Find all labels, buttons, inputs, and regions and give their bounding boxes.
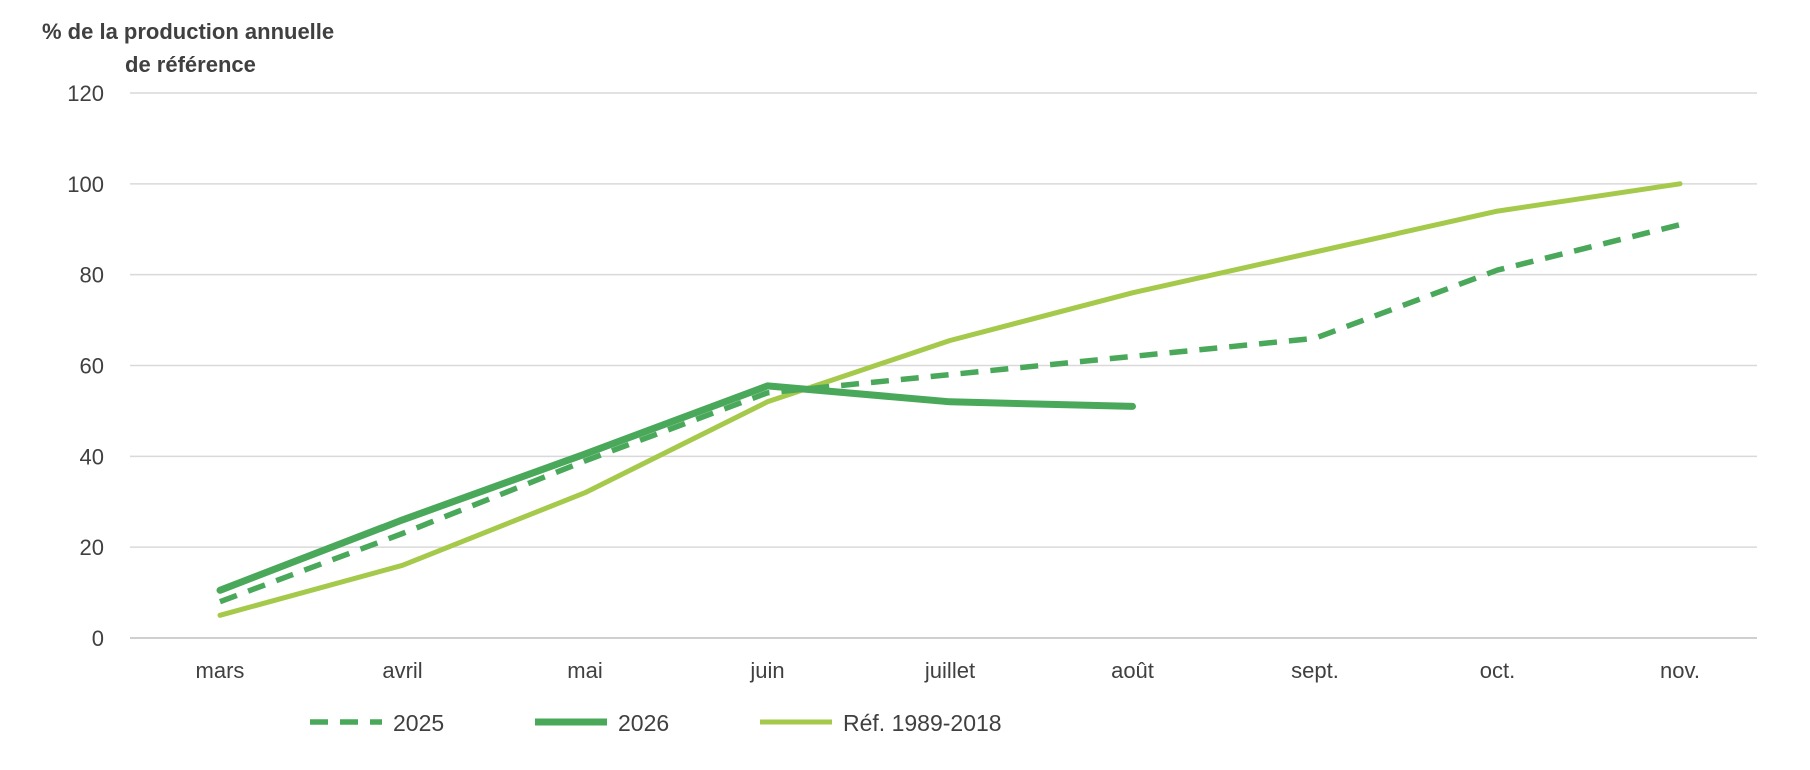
y-axis-label-line-1: % de la production annuelle	[42, 19, 334, 44]
series-line-2	[217, 181, 1683, 618]
legend: 2025 2026 Réf. 1989-2018	[310, 710, 1002, 736]
x-tick-label-0: mars	[196, 658, 245, 683]
legend-label-0: 2025	[393, 710, 444, 736]
legend-label-2: Réf. 1989-2018	[843, 710, 1002, 736]
y-tick-label-20: 20	[80, 535, 104, 560]
y-tick-label-100: 100	[67, 172, 104, 197]
x-tick-label-4: juillet	[924, 658, 975, 683]
gridlines	[130, 92, 1757, 639]
y-tick-label-60: 60	[80, 354, 104, 379]
series-line-0	[219, 222, 1681, 605]
x-tick-label-3: juin	[749, 658, 784, 683]
y-tick-label-120: 120	[67, 81, 104, 106]
x-tick-label-8: nov.	[1660, 658, 1700, 683]
y-tick-label-40: 40	[80, 444, 104, 469]
series-lines	[216, 181, 1683, 618]
y-tick-label-0: 0	[92, 626, 104, 651]
x-tick-label-5: août	[1111, 658, 1154, 683]
y-tick-labels: 0 20 40 60 80 100 120	[67, 81, 104, 651]
y-tick-label-80: 80	[80, 263, 104, 288]
y-axis-label-line-2: de référence	[125, 52, 256, 77]
x-tick-label-6: sept.	[1291, 658, 1339, 683]
x-tick-label-7: oct.	[1480, 658, 1515, 683]
x-tick-label-1: avril	[382, 658, 422, 683]
y-axis-label: % de la production annuelle de référence	[42, 19, 334, 77]
legend-label-1: 2026	[618, 710, 669, 736]
series-line-1	[216, 382, 1136, 594]
x-tick-label-2: mai	[567, 658, 602, 683]
x-tick-labels: mars avril mai juin juillet août sept. oct. nov.	[196, 658, 1700, 683]
